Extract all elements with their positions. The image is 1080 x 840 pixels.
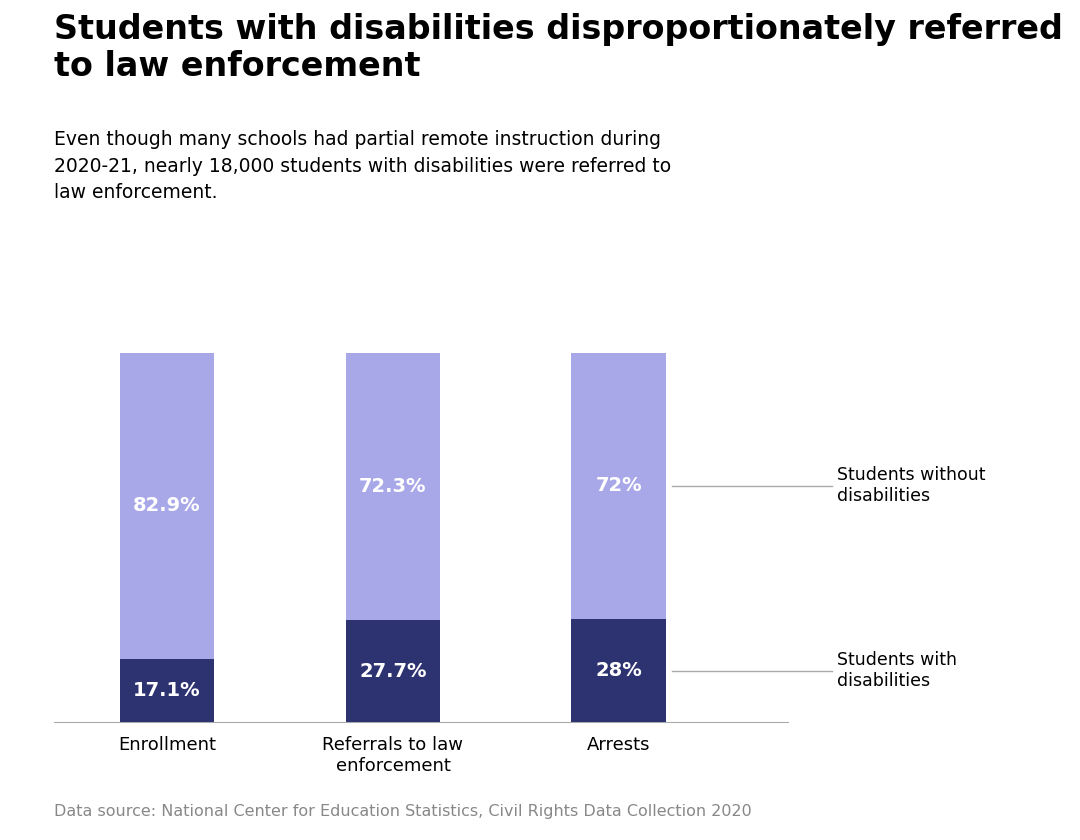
Text: 72.3%: 72.3%	[360, 477, 427, 496]
Bar	[346, 620, 441, 722]
Bar	[120, 659, 215, 722]
Bar	[120, 353, 215, 659]
Text: 27.7%: 27.7%	[360, 662, 427, 680]
Text: Students with
disabilities: Students with disabilities	[837, 651, 957, 690]
Text: 28%: 28%	[595, 661, 643, 680]
Text: 72%: 72%	[595, 476, 643, 496]
Text: Students with disabilities disproportionately referred
to law enforcement: Students with disabilities disproportion…	[54, 13, 1063, 82]
Bar	[571, 353, 666, 619]
Text: 82.9%: 82.9%	[133, 496, 201, 516]
Text: 17.1%: 17.1%	[133, 681, 201, 701]
Text: Even though many schools had partial remote instruction during
2020-21, nearly 1: Even though many schools had partial rem…	[54, 130, 671, 202]
Text: Data source: National Center for Education Statistics, Civil Rights Data Collect: Data source: National Center for Educati…	[54, 804, 752, 819]
Bar	[571, 619, 666, 722]
Text: Students without
disabilities: Students without disabilities	[837, 466, 986, 505]
Bar	[346, 353, 441, 620]
